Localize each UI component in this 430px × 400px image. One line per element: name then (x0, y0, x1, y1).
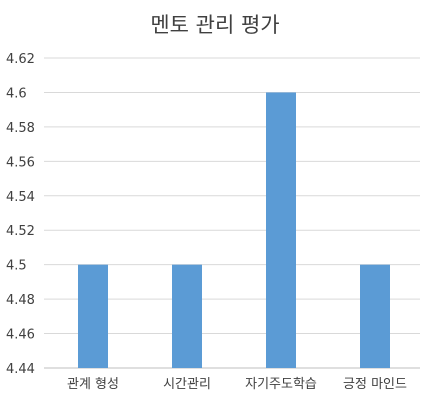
bar-4 (360, 264, 390, 368)
x-axis-categories: 관계 형성 시간관리 자기주도학습 긍정 마인드 (67, 377, 407, 392)
chart-title: 멘토 관리 평가 (150, 13, 279, 37)
y-tick-label: 4.62 (6, 52, 35, 67)
bar-1 (78, 264, 108, 368)
y-tick-label: 4.6 (6, 86, 27, 101)
y-tick-label: 4.46 (6, 328, 35, 343)
y-tick-label: 4.56 (6, 155, 35, 170)
y-tick-label: 4.52 (6, 224, 35, 239)
y-tick-label: 4.5 (6, 259, 27, 274)
bars (78, 92, 390, 368)
y-tick-label: 4.54 (6, 190, 35, 205)
category-label: 자기주도학습 (245, 377, 317, 392)
y-axis-ticks: 4.44 4.46 4.48 4.5 4.52 4.54 4.56 4.58 4.6 4.62 (6, 52, 35, 377)
bar-3 (266, 92, 296, 368)
category-label: 시간관리 (163, 377, 211, 392)
bar-2 (172, 264, 202, 368)
y-tick-label: 4.58 (6, 121, 35, 136)
category-label: 관계 형성 (67, 377, 119, 392)
category-label: 긍정 마인드 (343, 377, 407, 392)
y-tick-label: 4.44 (6, 362, 35, 377)
y-tick-label: 4.48 (6, 293, 35, 308)
